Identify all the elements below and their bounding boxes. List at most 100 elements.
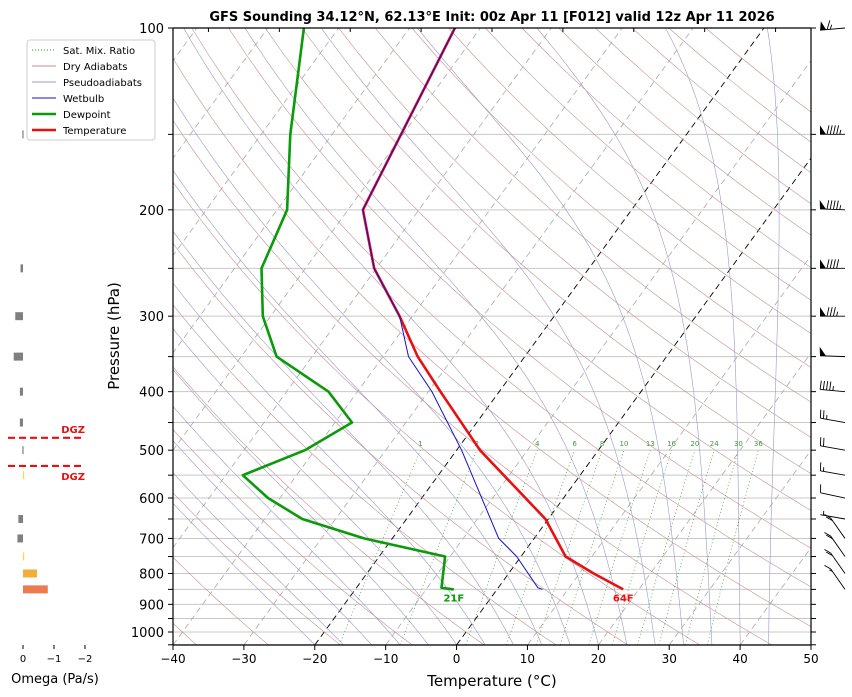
wind-barb [820,200,845,210]
special-isotherm [315,28,764,645]
barb-staff [820,446,845,450]
wind-barb [820,347,845,357]
barb-staff [831,518,845,538]
barb-staff [820,471,845,475]
barb-full [827,125,829,134]
omega-bar [23,553,24,561]
mixing-ratio-line [400,450,477,645]
mixing-ratio-label: 36 [754,440,763,448]
mixing-ratio-line [707,450,758,645]
barb-full [827,20,830,29]
omega-x-tick-label: −1 [47,654,62,665]
mixing-ratio-label: 1 [418,440,422,448]
x-axis-label: Temperature (°C) [426,672,556,690]
barb-full [827,259,829,268]
barb-staff [820,356,845,357]
barb-pennant [820,307,826,316]
wetbulb-line [363,28,543,589]
dry-adiabat [485,28,852,645]
x-tick-label: −30 [231,652,256,666]
x-tick-label: 20 [591,652,606,666]
barb-full [827,200,829,209]
mixing-ratio-line [685,450,738,645]
mixing-ratio-label: 4 [535,440,540,448]
omega-bar [15,312,23,320]
y-tick-label: 400 [139,386,164,401]
wind-barb [821,484,845,498]
mixing-ratio-label: 30 [734,440,743,448]
dry-adiabat [449,28,852,645]
pseudoadiabat [666,28,741,645]
barb-half [833,386,834,390]
wind-barb [820,125,845,134]
barb-full [820,381,821,390]
pseudoadiabat [133,28,570,645]
isotherm [244,28,693,645]
wind-barb [820,20,845,30]
mixing-ratio-line [536,450,602,645]
barb-full [830,307,832,316]
barb-staff [831,536,845,556]
dry-adiabat [522,28,852,645]
legend-entry: Sat. Mix. Ratio [63,46,135,57]
pseudoadiabat [91,28,542,645]
wind-barb [820,259,845,268]
omega-axis-label: Omega (Pa/s) [11,672,99,687]
barb-staff [820,209,845,210]
mixing-ratio-label: 13 [646,440,655,448]
dry-adiabat [302,28,852,645]
barb-full [827,307,829,316]
barb-half [840,205,841,209]
mixing-ratio-label: 8 [600,440,604,448]
surface-dewpoint-label: 21F [443,593,464,604]
barb-pennant [820,259,826,268]
barb-full [830,200,832,209]
x-tick-label: −40 [160,652,185,666]
legend-entry: Temperature [62,126,126,137]
barb-pennant [820,200,826,209]
mixing-ratio-label: 10 [620,440,629,448]
y-tick-label: 200 [139,204,164,219]
x-tick-label: 0 [453,652,461,666]
dry-adiabat [82,28,700,645]
isotherm [811,28,852,645]
x-tick-label: 10 [520,652,535,666]
mixing-ratio-label: 16 [667,440,676,448]
y-tick-label: 900 [139,598,164,613]
omega-bar [21,264,23,272]
dry-adiabat [412,28,852,645]
barb-staff [821,493,845,498]
dry-adiabat [229,28,852,645]
y-tick-label: 700 [139,532,164,547]
barb-full [830,125,832,134]
barb-staff [831,569,845,589]
barb-half [840,130,841,135]
barb-full [837,201,839,210]
y-tick-label: 600 [139,492,164,507]
pseudoadiabat [767,28,779,645]
dgz-label: DGZ [61,472,85,483]
barb-half [837,312,838,317]
barb-pennant [820,347,826,356]
mixing-ratio-line [507,450,575,645]
legend-entry: Dewpoint [63,110,111,121]
omega-x-tick-label: 0 [20,654,26,665]
axes: 1002003004005006007008009001000−40−30−20… [131,22,819,666]
mixing-ratio-line [612,450,671,645]
barb-pennant [820,125,826,134]
isotherm [173,28,622,645]
dry-adiabat [375,28,852,645]
omega-bar [14,353,23,361]
pseudoadiabat [245,28,627,645]
mixing-ratio-line [466,450,537,645]
barb-full [837,259,839,268]
barb-staff [820,418,845,422]
y-tick-label: 300 [139,310,164,325]
mixing-ratio-line [560,450,624,645]
special-isotherm [457,28,852,645]
omega-bar [18,515,23,523]
dry-adiabat [669,28,852,645]
mixing-ratio-line [659,450,714,645]
